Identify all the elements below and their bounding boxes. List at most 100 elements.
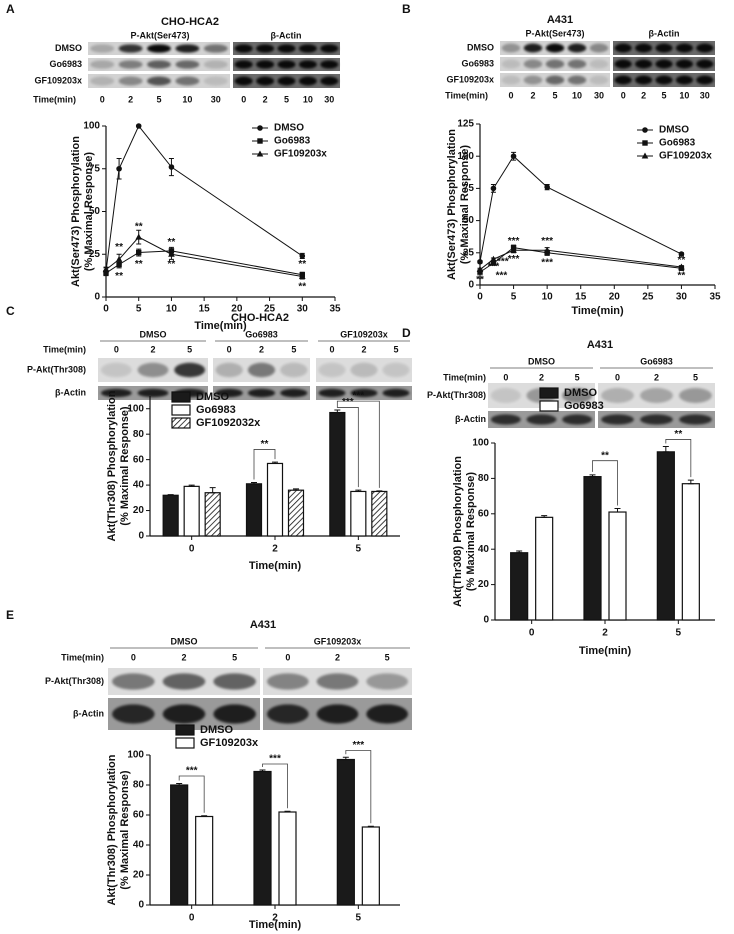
significance: ** <box>115 271 123 282</box>
blot-band <box>298 60 317 69</box>
blot-row-label: Go6983 <box>49 59 82 69</box>
blot-row-label: GF109203x <box>34 75 82 85</box>
significance-bracket <box>336 400 380 488</box>
blot-row-label: β-Actin <box>73 708 104 718</box>
blot-band <box>90 44 115 53</box>
data-point <box>135 233 143 240</box>
error-bar <box>188 484 195 487</box>
y-tick-label: 80 <box>133 780 145 791</box>
x-tick-label: 2 <box>272 913 278 924</box>
y-tick-label: 50 <box>463 215 475 226</box>
legend-swatch <box>171 404 191 416</box>
bar <box>371 490 388 537</box>
time-tick: 2 <box>361 344 366 354</box>
blot-band <box>696 59 714 69</box>
y-tick-label: 20 <box>133 505 145 516</box>
bar <box>162 494 179 537</box>
blot-band <box>234 44 253 53</box>
bar <box>510 552 529 621</box>
blot-band <box>635 75 653 85</box>
legend-marker <box>256 150 264 157</box>
data-point <box>168 164 175 170</box>
blot-band <box>175 60 200 69</box>
blot-band <box>567 43 587 53</box>
x-tick-label: 10 <box>542 292 554 303</box>
blot-band <box>601 388 634 403</box>
y-axis-label-line: (% Maximal Response) <box>119 406 131 526</box>
blot-band <box>545 75 565 85</box>
time-tick: 10 <box>572 90 582 100</box>
blot-row-label: β-Actin <box>455 414 486 424</box>
blot-header: P-Akt(Ser473) <box>525 28 584 38</box>
time-tick: 0 <box>241 94 246 104</box>
bar <box>204 492 221 537</box>
error-bar <box>376 490 383 492</box>
x-tick-label: 20 <box>231 304 243 315</box>
blot-band <box>366 673 409 690</box>
error-bar <box>293 488 299 491</box>
blot-band <box>382 362 410 378</box>
y-tick-label: 40 <box>478 544 490 555</box>
y-tick-label: 40 <box>133 840 145 851</box>
y-tick-label: 80 <box>478 473 490 484</box>
bar <box>361 826 380 906</box>
y-tick-label: 60 <box>133 454 145 465</box>
legend-label: Go6983 <box>196 404 236 416</box>
blot-band <box>298 76 317 86</box>
blot-band <box>137 388 169 398</box>
bar <box>183 485 200 537</box>
legend-marker <box>257 138 263 144</box>
significance-bracket <box>262 763 288 809</box>
blot-band <box>601 414 634 425</box>
y-axis-label-line: (% Maximal Response) <box>465 472 477 592</box>
y-axis-label: Akt(Thr308) Phosphorylation(% Maximal Re… <box>106 390 131 541</box>
blot-band <box>696 75 714 85</box>
blot-band <box>501 59 521 69</box>
time-tick: 0 <box>114 344 119 354</box>
legend-label: Go6983 <box>564 400 604 412</box>
time-tick: 0 <box>227 344 232 354</box>
blot-header: β-Actin <box>649 28 680 38</box>
y-tick-label: 100 <box>472 438 489 449</box>
legend-marker <box>642 140 648 146</box>
blot-band <box>175 44 200 53</box>
blot-band <box>635 43 653 53</box>
bar <box>278 811 297 906</box>
data-point <box>103 270 109 276</box>
bar <box>336 758 355 906</box>
y-axis-label-line: Akt(Thr308) Phosphorylation <box>452 456 464 607</box>
data-point <box>476 266 484 273</box>
blot-band <box>545 43 565 53</box>
x-tick-label: 30 <box>297 304 309 315</box>
blot-group: Go6983 <box>245 329 278 339</box>
significance-bracket <box>345 750 372 824</box>
error-bar <box>355 489 362 492</box>
time-tick: 10 <box>303 94 313 104</box>
blot-band <box>100 388 132 398</box>
x-tick-label: 2 <box>272 544 278 555</box>
blot-band <box>501 75 521 85</box>
y-tick-label: 0 <box>94 292 100 303</box>
time-tick: 2 <box>539 372 544 382</box>
blot-band <box>162 704 206 724</box>
significance: *** <box>488 262 500 273</box>
legend-label: Go6983 <box>274 136 311 147</box>
error-bar <box>176 783 183 786</box>
y-axis-label: Akt(Thr308) Phosphorylation(% Maximal Re… <box>106 754 131 905</box>
error-bar <box>367 825 374 828</box>
blot-band <box>215 388 243 398</box>
significance-bracket <box>592 460 618 506</box>
legend-marker <box>641 152 649 159</box>
significance: ** <box>476 274 484 285</box>
time-tick: 2 <box>654 372 659 382</box>
blot-row-label: DMSO <box>55 43 82 53</box>
blot-band <box>490 414 521 425</box>
blot-band <box>675 75 693 85</box>
legend-marker <box>257 125 263 131</box>
x-tick-label: 20 <box>609 292 621 303</box>
bar <box>195 815 214 906</box>
blot-band <box>203 76 228 86</box>
time-tick: 2 <box>150 344 155 354</box>
bar <box>583 476 602 621</box>
